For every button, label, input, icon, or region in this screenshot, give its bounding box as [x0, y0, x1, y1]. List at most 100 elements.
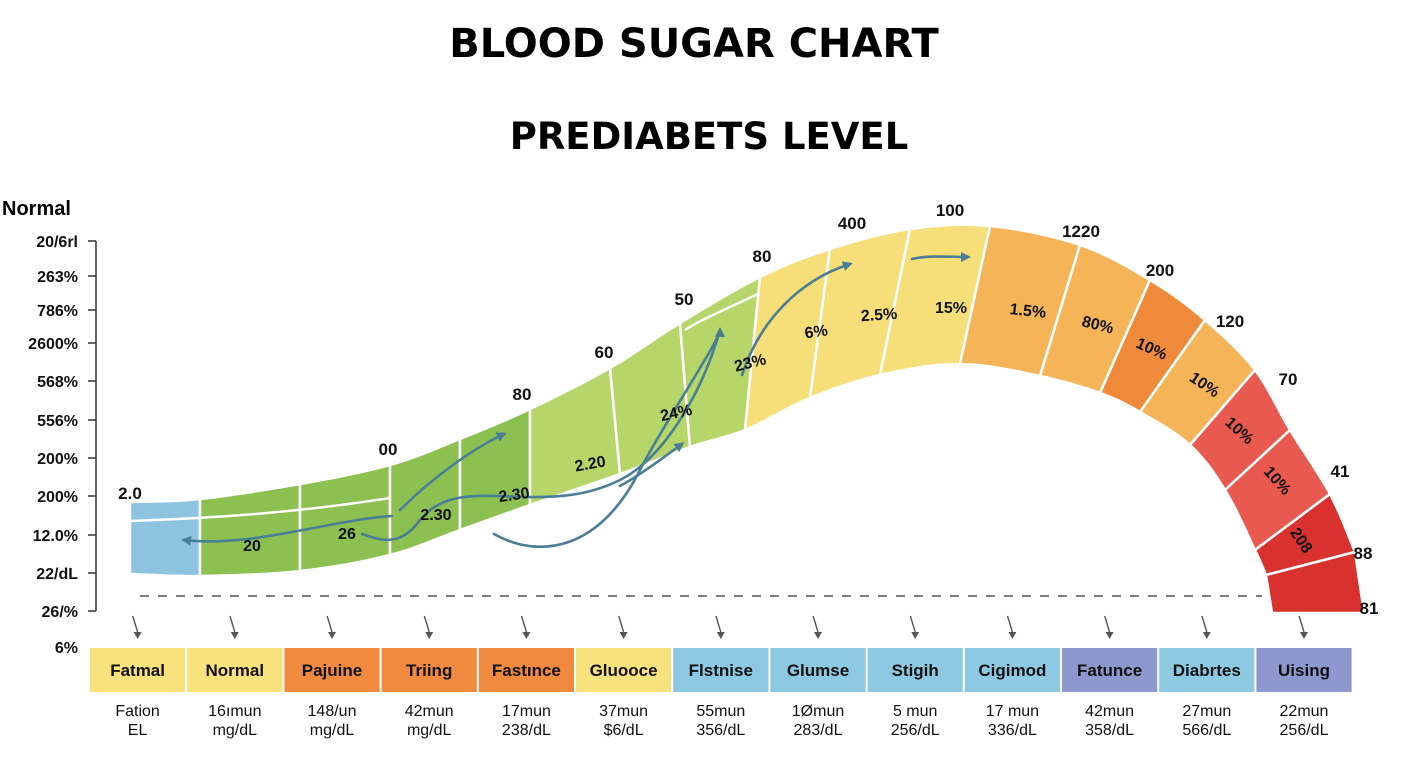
legend-label: Glumse — [787, 661, 849, 680]
legend-pointer-head — [328, 632, 336, 639]
legend-value-line1: 27mun — [1182, 703, 1231, 720]
y-tick-label: 263% — [37, 269, 78, 286]
legend-pointer — [1006, 615, 1014, 633]
legend-label: Uising — [1278, 661, 1330, 680]
legend-value-line1: 17mun — [502, 703, 551, 720]
segment-label: 26 — [338, 526, 356, 543]
band-number: 2.0 — [118, 484, 142, 503]
legend-pointer — [520, 615, 528, 633]
trend-arrow — [740, 261, 853, 377]
legend-label: Gluooce — [590, 661, 658, 680]
y-tick-label: 26/% — [42, 604, 78, 621]
segment-label: 24% — [659, 402, 694, 425]
legend-label: Triing — [406, 661, 452, 680]
legend-value-line2: 283/dL — [794, 722, 843, 739]
legend-label: Normal — [206, 661, 265, 680]
y-tick-label: 200% — [37, 451, 78, 468]
legend-swatch — [1159, 648, 1255, 692]
legend-pointer — [715, 615, 722, 633]
band-number: 00 — [379, 440, 398, 459]
legend-value-line1: 17 mun — [986, 703, 1039, 720]
legend-pointer-head — [814, 632, 822, 639]
legend-swatch — [478, 648, 574, 692]
y-tick-label: 20/6rl — [36, 234, 78, 251]
legend-value-line2: EL — [128, 722, 148, 739]
legend-pointer — [1201, 615, 1208, 633]
legend-value-line2: 566/dL — [1182, 722, 1231, 739]
legend-pointer — [423, 615, 430, 633]
legend-label: Fatunce — [1077, 661, 1142, 680]
band-divider — [129, 496, 391, 523]
y-tick-label: 22/dL — [36, 566, 78, 583]
legend-swatch — [284, 648, 380, 692]
legend-pointer-head — [911, 632, 920, 639]
legend-item: Stigih 5 mun 256/dL — [867, 615, 963, 739]
segment-label: 2.30 — [420, 507, 451, 524]
segment-label: 15% — [935, 300, 967, 317]
chart-subtitle: PREDIABETS LEVEL — [510, 115, 909, 158]
legend-pointer-head — [1105, 632, 1114, 639]
legend-pointer-head — [230, 632, 239, 639]
legend-value-line2: mg/dL — [310, 722, 355, 739]
legend-value-line1: 55mun — [696, 703, 745, 720]
legend-swatch — [1062, 648, 1158, 692]
category-legend: Fatmal Fation EL Normal 16ımun mg/dL Pajuine 14… — [90, 615, 1352, 739]
legend-label: Flstnise — [689, 661, 753, 680]
legend-item: Uising 22mun 256/dL — [1256, 615, 1352, 739]
y-axis: 20/6rl 263% 786% 2600% 568% 556% 200% 200% 12.0%… — [28, 234, 1262, 657]
trend-arrow — [360, 328, 722, 542]
curve-segment — [458, 407, 532, 532]
legend-swatch — [381, 648, 477, 692]
trend-arrow — [398, 432, 507, 512]
legend-pointer-head — [716, 632, 725, 639]
y-tick-label: 556% — [37, 413, 78, 430]
legend-pointer — [326, 615, 333, 633]
legend-value-line1: 5 mun — [893, 703, 937, 720]
legend-value-line1: 42mun — [1085, 703, 1134, 720]
legend-pointer — [1298, 615, 1305, 633]
legend-pointer-head — [1008, 632, 1017, 639]
legend-swatch — [770, 648, 866, 692]
legend-pointer — [229, 615, 236, 633]
legend-value-line2: mg/dL — [407, 722, 452, 739]
curve-segment — [198, 482, 302, 578]
legend-value-line1: 22mun — [1280, 703, 1329, 720]
legend-value-line1: 37mun — [599, 703, 648, 720]
legend-value-line1: 1Ømun — [792, 703, 844, 720]
band-number: 70 — [1279, 370, 1298, 389]
segment-label: 2.30 — [498, 485, 531, 506]
y-tick-label: 6% — [55, 640, 78, 657]
band-number: 400 — [838, 214, 866, 233]
curve-segment — [528, 366, 622, 507]
segment-label: 2.20 — [573, 453, 607, 475]
curve-segment — [128, 497, 202, 578]
trend-arrow — [618, 442, 685, 488]
band-number: 80 — [513, 385, 532, 404]
legend-pointer-head — [425, 632, 434, 639]
legend-pointer — [909, 615, 916, 633]
legend-swatch — [673, 648, 769, 692]
legend-swatch — [1256, 648, 1352, 692]
band-number: 60 — [595, 343, 614, 362]
legend-item: Triing 42mun mg/dL — [381, 615, 477, 739]
legend-value-line1: 148/un — [308, 703, 357, 720]
legend-value-line2: 238/dL — [502, 722, 551, 739]
segment-label: 1.5% — [1009, 301, 1047, 322]
legend-item: Glumse 1Ømun 283/dL — [770, 615, 866, 739]
legend-pointer — [132, 615, 139, 633]
legend-swatch — [964, 648, 1060, 692]
y-tick-label: 568% — [37, 374, 78, 391]
legend-item: Pajuine 148/un mg/dL — [284, 615, 380, 739]
segment-label: 2.5% — [860, 306, 898, 326]
legend-value-line2: 256/dL — [891, 722, 940, 739]
y-tick-label: 2600% — [28, 336, 78, 353]
band-number-labels: 2.0 00 80 60 50 80 400 100 1220 200 120 70 41 88 81 — [118, 201, 1378, 618]
band-divider — [684, 291, 761, 332]
trend-arrow — [492, 327, 725, 549]
legend-pointer — [812, 615, 819, 633]
legend-pointer — [1104, 615, 1111, 633]
legend-item: Fatunce 42mun 358/dL — [1062, 615, 1158, 739]
legend-value-line1: 16ımun — [208, 703, 261, 720]
band-number: 120 — [1216, 312, 1244, 331]
curve-band — [128, 223, 1366, 615]
